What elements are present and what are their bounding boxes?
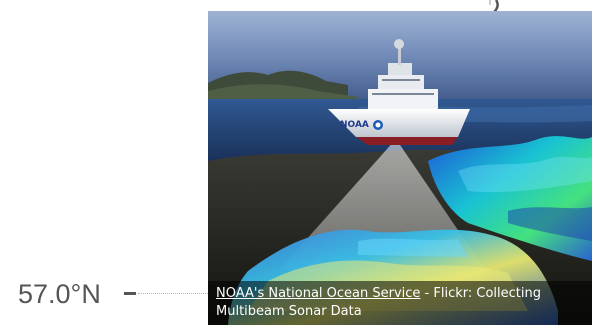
ship-hull-label: NOAA <box>340 120 369 130</box>
photo-popup[interactable]: NOAA NOAA's National Ocean Service - Fli… <box>208 11 592 325</box>
latitude-tick <box>124 292 136 295</box>
photo-credit-link[interactable]: NOAA's National Ocean Service <box>216 286 421 301</box>
latitude-grid-line <box>138 293 208 294</box>
photo-caption: NOAA's National Ocean Service - Flickr: … <box>208 281 592 325</box>
sonar-illustration-image: NOAA <box>208 11 592 325</box>
latitude-label: 57.0°N <box>18 279 101 309</box>
photo-caption-text: - Flickr: Collecting Multibeam Sonar Dat… <box>216 286 541 319</box>
